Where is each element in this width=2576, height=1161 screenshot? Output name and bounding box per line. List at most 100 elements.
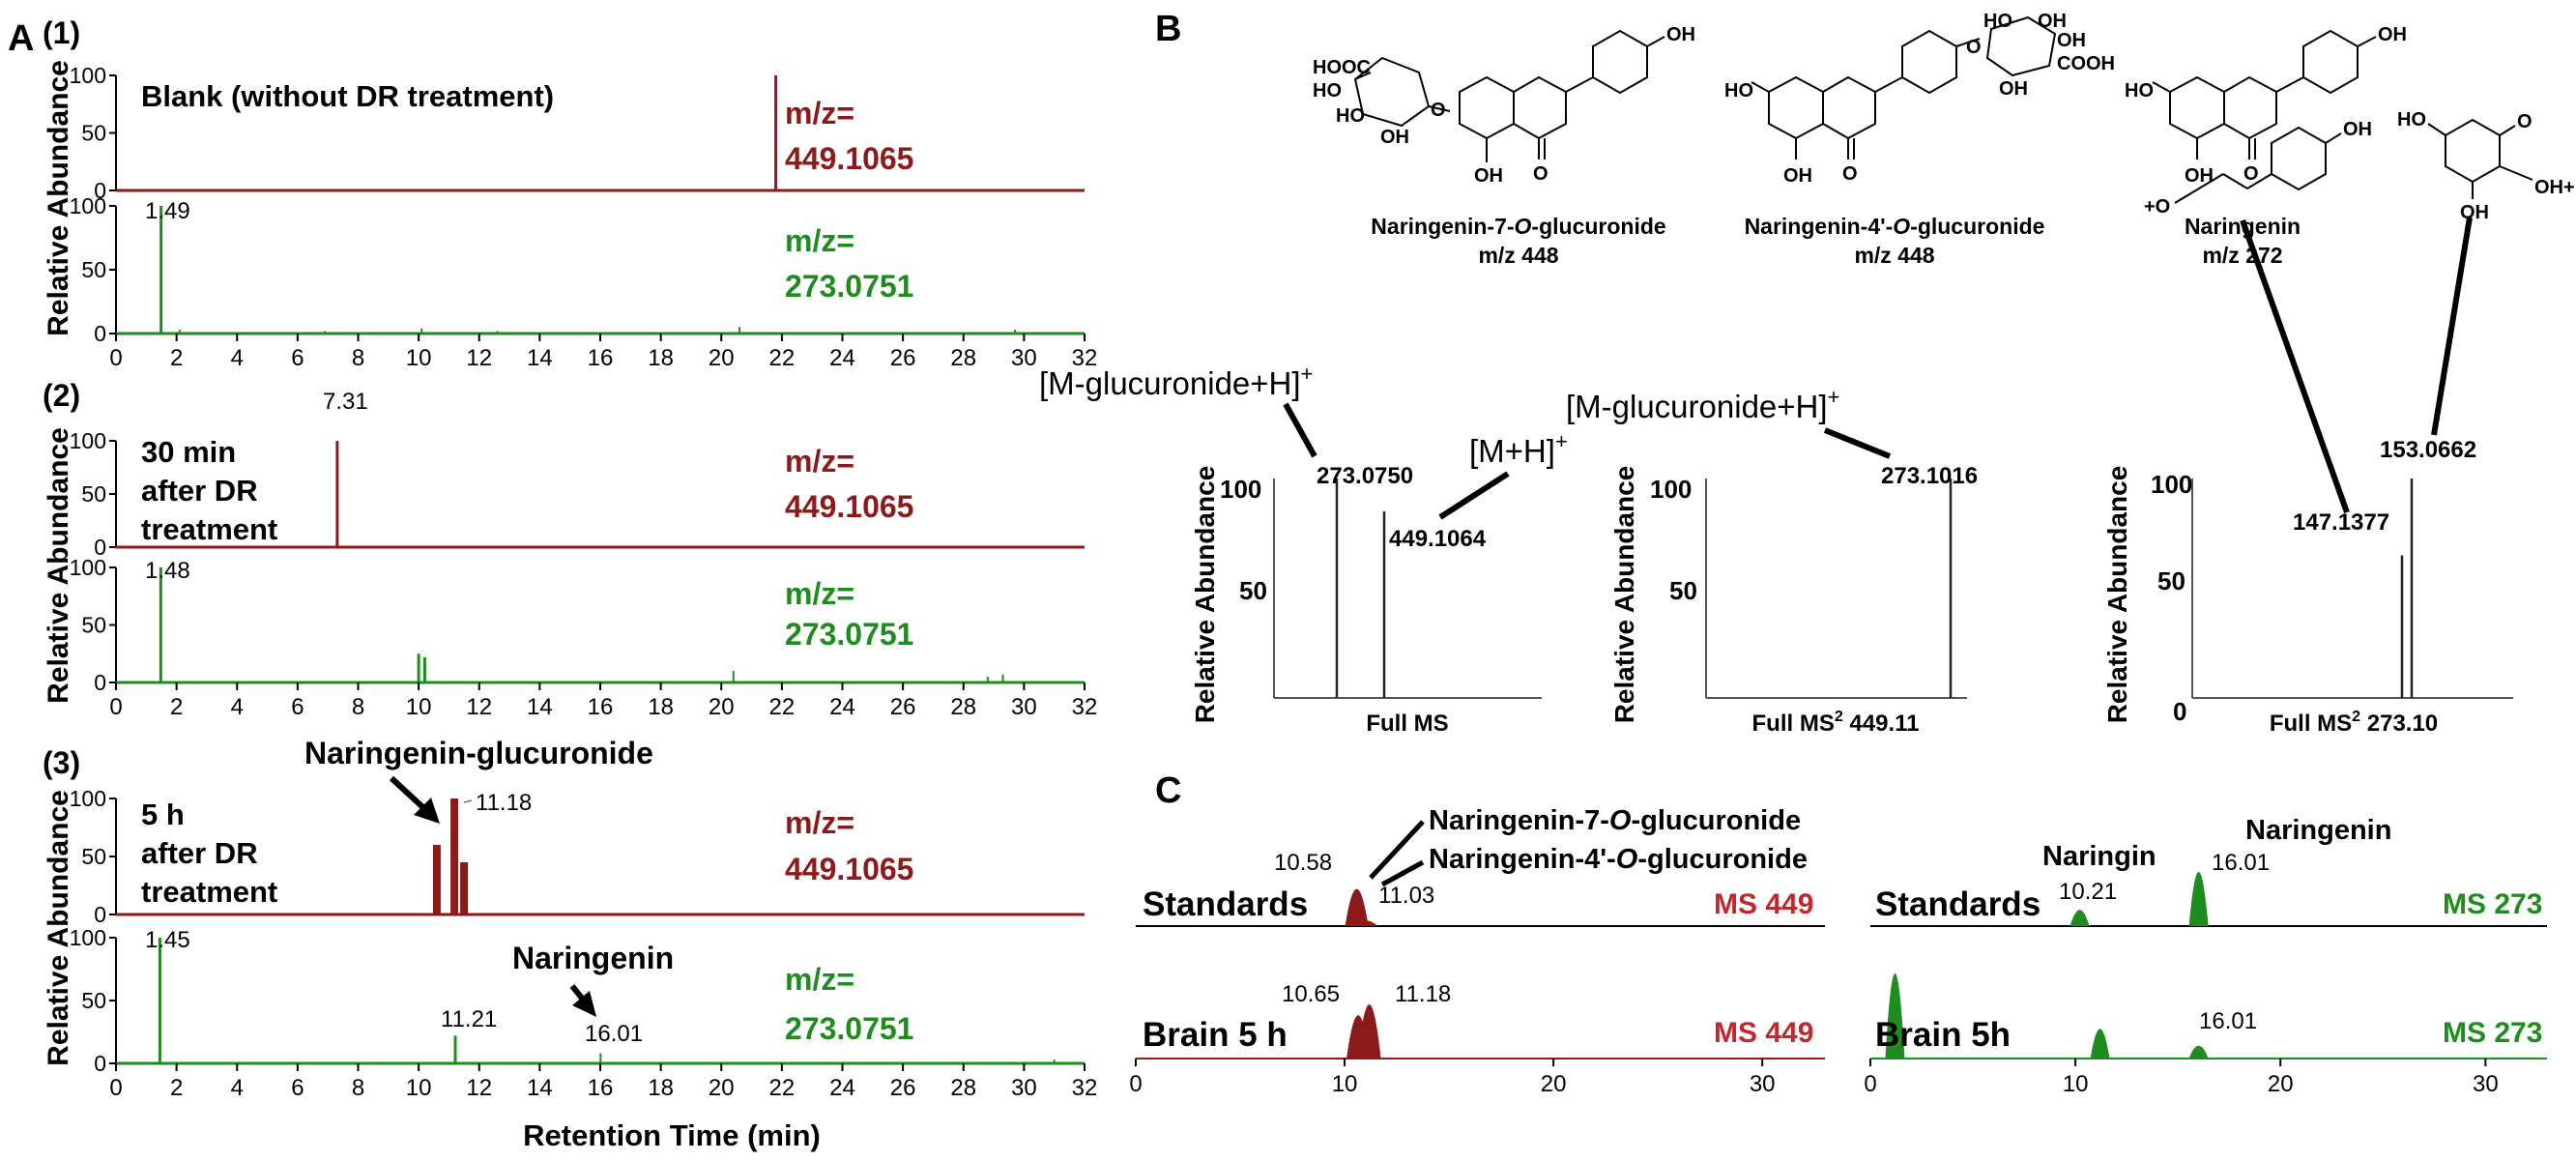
a-ytick-label-2-100: 100 <box>70 428 106 453</box>
c-leader-1 <box>1369 820 1425 880</box>
c-naringin-label: Naringin <box>2042 841 2156 872</box>
peak-449-1064: 449.1064 <box>1389 526 1487 552</box>
c-xtick-label-0-30: 30 <box>1750 1071 1776 1097</box>
condition-3-line2: after DR <box>141 836 258 870</box>
arrow-naringenin-head <box>572 991 596 1017</box>
c-compound-label-2: Naringenin-4'-O-glucuronide <box>1429 844 1808 875</box>
panel-letter-a: A <box>8 18 34 59</box>
fragment-oh-1: OH <box>2343 119 2372 140</box>
row-number-1: (1) <box>43 15 80 50</box>
a-xtick-label-1-0: 0 <box>109 694 122 720</box>
mz-value-green-1: 273.0751 <box>785 269 913 304</box>
atom-oh-1: OH <box>1380 127 1409 148</box>
a-xtick-label-0-32: 32 <box>1072 345 1098 371</box>
a-xtick-label-1-6: 6 <box>291 694 304 720</box>
a-xtick-label-1-12: 12 <box>466 694 492 720</box>
spectrum-tick-50-1: 50 <box>1239 576 1267 605</box>
mz-label-red-3: m/z= <box>785 805 854 840</box>
spectrum-label-1: Full MS <box>1366 711 1448 737</box>
spectrum-tick-100-3: 100 <box>2151 470 2192 499</box>
compound-name-2: Naringenin-4'-O-glucuronide <box>1745 214 2045 239</box>
leader-ion-1 <box>1283 402 1317 458</box>
c-peak-16-01-std: 16.01 <box>2212 850 2270 876</box>
c-peak-1-0-0 <box>2069 910 2090 926</box>
a-xtick-label-1-20: 20 <box>709 694 735 720</box>
c-left-row1-label: Standards <box>1143 885 1308 923</box>
a-xtick-label-1-24: 24 <box>829 694 855 720</box>
c-peak-11-03: 11.03 <box>1378 883 1434 909</box>
spectrum-ylabel-2: Relative Abundance <box>1609 466 1639 724</box>
c-peak-1-0-1 <box>2188 872 2209 926</box>
c-xtick-label-1-20: 20 <box>2268 1071 2294 1097</box>
condition-2-line3: treatment <box>141 512 277 546</box>
c-peak-11-18: 11.18 <box>1395 981 1451 1007</box>
panel-letter-c: C <box>1155 770 1181 811</box>
structure-naringenin-7-o-glucuronide <box>1353 29 1665 162</box>
peak-label-3-red: 11.18 <box>476 790 532 816</box>
a-xtick-label-2-6: 6 <box>291 1075 304 1101</box>
c-leader-2 <box>1380 859 1425 887</box>
atom-oh-3: OH <box>1666 24 1695 45</box>
panel-letter-b: B <box>1155 9 1181 49</box>
atom-oh-5: OH <box>2038 11 2067 32</box>
a-xtick-label-1-18: 18 <box>648 694 674 720</box>
a-xtick-label-0-28: 28 <box>950 345 976 371</box>
atom-oh-6: OH <box>2057 30 2086 51</box>
mz-label-red-2: m/z= <box>785 444 854 479</box>
panel-c: C 0 10 20 30 0 10 20 30 Naringenin-7-O-glucuron… <box>1129 770 2547 1097</box>
a-ytick-label-4-0: 0 <box>94 902 106 927</box>
atom-o-5: O <box>2243 163 2259 185</box>
c-peak-0-1-1 <box>1357 1004 1381 1059</box>
a-xtick-label-0-26: 26 <box>890 345 916 371</box>
a-xtick-label-1-2: 2 <box>170 694 183 720</box>
peak-label-2-red: 7.31 <box>323 389 368 415</box>
a-ytick-label-2-50: 50 <box>81 481 106 507</box>
condition-2-line1: 30 min <box>141 435 236 469</box>
a-xtick-label-0-20: 20 <box>709 345 735 371</box>
ion-label-1: [M-glucuronide+H]+ <box>1039 362 1313 401</box>
a-ytick-label-1-100: 100 <box>70 193 106 218</box>
a-ytick-label-3-0: 0 <box>94 670 106 695</box>
peak-label-3-green-3: 16.01 <box>585 1021 643 1047</box>
a-xtick-label-0-6: 6 <box>291 345 304 371</box>
atom-hooc: HOOC <box>1313 57 1371 78</box>
a-xtick-label-0-2: 2 <box>170 345 183 371</box>
a-xtick-label-2-20: 20 <box>709 1075 735 1101</box>
spectrum-tick-100-2: 100 <box>1650 475 1692 504</box>
c-xtick-label-0-0: 0 <box>1129 1071 1142 1097</box>
a-xtick-label-2-12: 12 <box>466 1075 492 1101</box>
mz-value-green-2: 273.0751 <box>785 617 913 652</box>
a-xtick-label-2-30: 30 <box>1011 1075 1037 1101</box>
c-compound-label-1: Naringenin-7-O-glucuronide <box>1429 805 1801 836</box>
a-xtick-label-2-4: 4 <box>231 1075 244 1101</box>
fragment-ion-left: +O <box>2144 196 2170 218</box>
a-xtick-label-2-8: 8 <box>352 1075 364 1101</box>
fragment-oh-2: OH <box>2460 202 2489 223</box>
a-xtick-label-1-4: 4 <box>231 694 244 720</box>
c-peak-0-0-0 <box>1345 888 1369 926</box>
mz-label-green-3: m/z= <box>785 962 854 997</box>
condition-3-line1: 5 h <box>141 798 185 831</box>
a-xtick-label-2-32: 32 <box>1072 1075 1098 1101</box>
a-xtick-label-0-4: 4 <box>231 345 244 371</box>
c-peak-1-1-1 <box>2090 1029 2110 1059</box>
atom-ho-2: HO <box>1336 105 1365 127</box>
fragment-ion-right: OH+ <box>2534 177 2575 198</box>
peak-147-1377: 147.1377 <box>2293 509 2389 536</box>
condition-1: Blank (without DR treatment) <box>141 79 554 113</box>
c-peak-0-0-1 <box>1354 920 1378 926</box>
compound-mz-2: m/z 448 <box>1854 243 1934 268</box>
a-xtick-label-2-10: 10 <box>406 1075 432 1101</box>
a-ytick-label-2-0: 0 <box>94 535 106 560</box>
leader-ion-2 <box>1438 471 1510 520</box>
a-xtick-label-0-18: 18 <box>648 345 674 371</box>
c-right-ms-2: MS 273 <box>2443 1017 2542 1049</box>
a-xtick-label-2-16: 16 <box>588 1075 614 1101</box>
a-peak-4-0 <box>432 845 441 914</box>
condition-3-line3: treatment <box>141 875 277 909</box>
atom-ho-1: HO <box>1313 80 1342 102</box>
peak-label-1-green: 1.49 <box>145 198 190 224</box>
a-xtick-label-2-24: 24 <box>829 1075 855 1101</box>
